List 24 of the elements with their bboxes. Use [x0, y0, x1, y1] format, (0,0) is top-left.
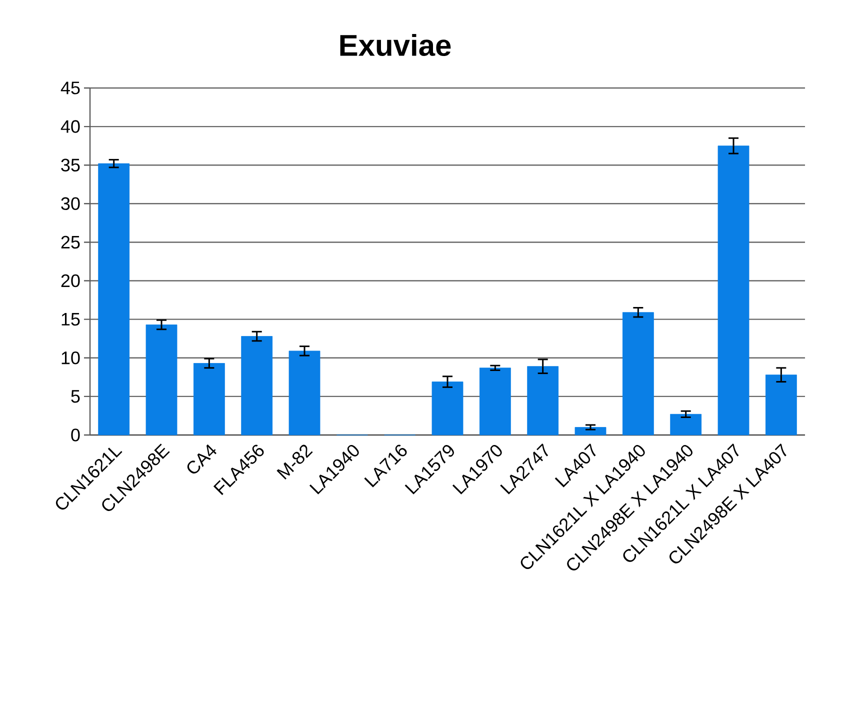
y-tick-label: 35 [61, 158, 80, 172]
y-tick-label: 45 [60, 82, 80, 94]
y-tick-label: 0 [71, 428, 80, 442]
y-tick-label: 5 [71, 390, 80, 403]
bar [718, 146, 750, 436]
bar [479, 368, 511, 436]
bar [527, 366, 559, 436]
bar [193, 363, 225, 436]
y-tick-label: 20 [61, 274, 80, 288]
bar [765, 374, 797, 436]
y-tick-label: 15 [62, 313, 80, 326]
bar [98, 163, 130, 436]
bar [432, 382, 464, 436]
bar [241, 336, 273, 436]
bar [288, 350, 320, 436]
bar [574, 427, 606, 436]
y-tick-label: 10 [62, 351, 80, 364]
bar [622, 312, 654, 436]
y-tick-label: 25 [61, 236, 80, 249]
bar [146, 324, 178, 436]
bar [670, 414, 702, 436]
y-tick-label: 40 [60, 120, 80, 133]
y-tick-label: 30 [61, 197, 80, 210]
chart-title: Exuviae [340, 34, 451, 56]
